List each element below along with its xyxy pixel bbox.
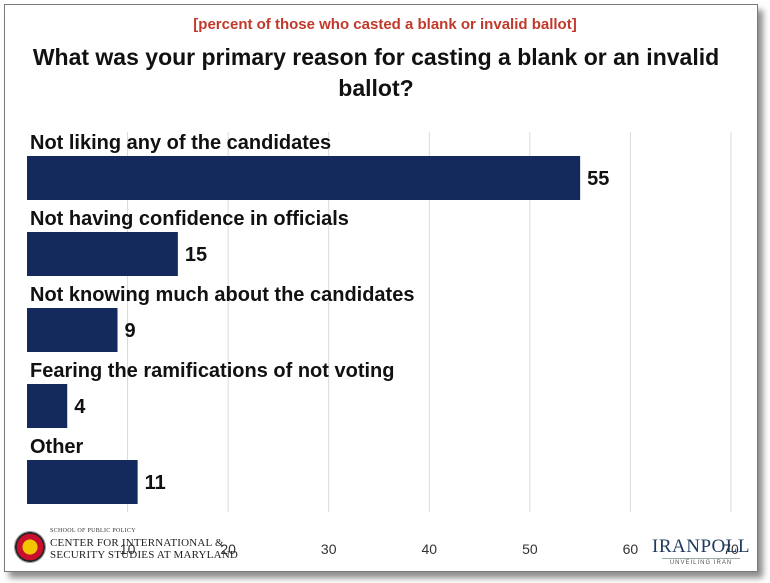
iranpoll-logo: IRANPOLL UNVEILING IRAN [652, 537, 750, 569]
bar [27, 384, 68, 428]
bars [27, 156, 581, 504]
x-tick-label: 10 [120, 541, 136, 557]
cissm-logo: SCHOOL OF PUBLIC POLICY CENTER FOR INTER… [14, 528, 238, 568]
iranpoll-brand: IRANPOLL [652, 536, 750, 557]
university-seal-icon [14, 531, 46, 563]
value-label: 9 [125, 320, 136, 342]
bar [27, 460, 138, 504]
x-tick-label: 50 [522, 541, 538, 557]
chart-subtitle: [percent of those who casted a blank or … [193, 16, 577, 33]
category-label: Fearing the ramifications of not voting [30, 360, 394, 382]
bar [27, 232, 178, 276]
value-label: 4 [74, 396, 86, 418]
x-tick-label: 20 [220, 541, 236, 557]
category-label: Other [30, 436, 84, 458]
value-label: 55 [587, 168, 609, 190]
x-tick-label: 60 [623, 541, 639, 557]
logo-small-text: SCHOOL OF PUBLIC POLICY [50, 528, 136, 534]
x-tick-label: 70 [723, 541, 739, 557]
logo-line-2: SECURITY STUDIES AT MARYLAND [50, 549, 239, 561]
category-label: Not knowing much about the candidates [30, 284, 414, 306]
bar [27, 308, 118, 352]
iranpoll-tagline: UNVEILING IRAN [662, 558, 740, 566]
value-label: 11 [145, 472, 166, 494]
logo-line-1: CENTER FOR INTERNATIONAL & [50, 537, 224, 549]
category-label: Not liking any of the candidates [30, 132, 331, 154]
category-label: Not having confidence in officials [30, 208, 349, 230]
x-tick-label: 30 [321, 541, 337, 557]
x-tick-label: 40 [421, 541, 437, 557]
bar [27, 156, 581, 200]
value-label: 15 [185, 244, 207, 266]
labels: Not liking any of the candidates 55 Not ha… [30, 132, 609, 494]
x-axis-ticks: 10 20 30 40 50 60 70 [120, 541, 739, 557]
chart-title: What was your primary reason for casting… [32, 44, 720, 101]
